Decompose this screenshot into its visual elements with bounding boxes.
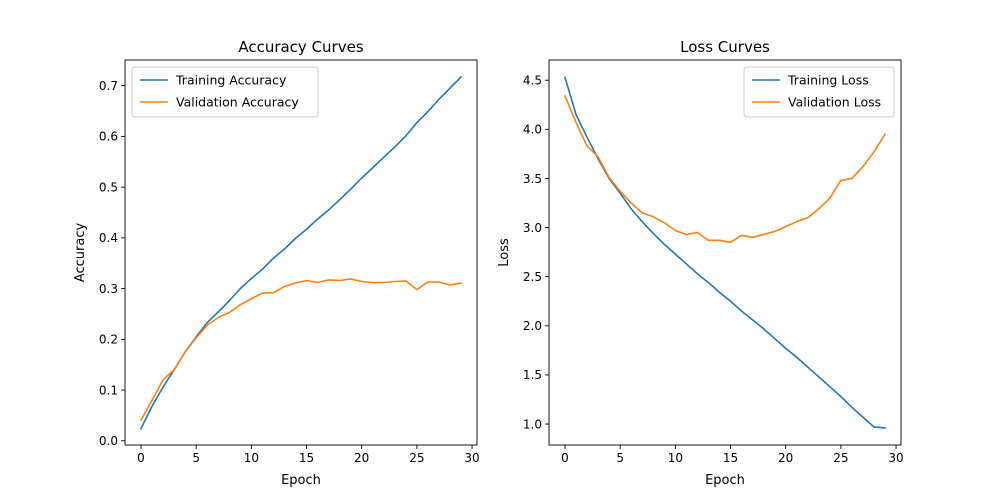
y-tick-label: 2.5: [523, 270, 542, 284]
legend-label-validation-accuracy: Validation Accuracy: [176, 95, 299, 110]
x-axis-label: Epoch: [281, 473, 321, 488]
y-tick-label: 0.0: [99, 434, 118, 448]
y-tick-label: 2.0: [523, 319, 542, 333]
y-tick-label: 0.7: [99, 79, 118, 93]
accuracy-chart: 0 5 10 15 20 25 30 0.0 0.1 0.2 0.3 0.4 0.5 0.6 0.7 Accu…: [73, 38, 480, 488]
series-line-validation-accuracy: [139, 278, 462, 422]
y-tick-label: 0.3: [99, 282, 118, 296]
series-line-training-loss: [564, 76, 886, 429]
x-tick-label: 0: [561, 451, 569, 465]
plot-frame: [124, 59, 478, 446]
y-tick-label: 0.2: [99, 333, 118, 347]
x-tick-label: 20: [354, 451, 369, 465]
x-axis-label: Epoch: [705, 473, 745, 488]
x-tick-label: 30: [464, 451, 479, 465]
x-tick-label: 15: [723, 451, 738, 465]
legend-box: [131, 66, 319, 118]
plot-frame: [548, 59, 902, 446]
x-tick-label: 25: [833, 451, 848, 465]
y-tick-label: 3.5: [523, 172, 542, 186]
loss-chart: 0 5 10 15 20 25 30 1.0 1.5 2.0 2.5 3.0 3.5 4.0 4.5 Loss…: [497, 38, 904, 488]
chart-title: Accuracy Curves: [238, 38, 364, 56]
x-tick-label: 0: [137, 451, 145, 465]
y-axis-label: Loss: [497, 238, 512, 267]
y-tick-label: 3.0: [523, 221, 542, 235]
legend-box: [743, 66, 895, 118]
x-tick-label: 25: [409, 451, 424, 465]
series-line-validation-loss: [563, 94, 887, 244]
chart-title: Loss Curves: [680, 38, 770, 56]
y-tick-label: 0.4: [99, 231, 118, 245]
x-tick-label: 30: [888, 451, 903, 465]
x-tick-label: 20: [778, 451, 793, 465]
y-tick-label: 0.6: [99, 130, 118, 144]
x-tick-label: 5: [192, 451, 200, 465]
y-tick-label: 1.0: [523, 417, 542, 431]
y-tick-label: 1.5: [523, 368, 542, 382]
legend-label-training-accuracy: Training Accuracy: [175, 73, 287, 88]
legend-label-validation-loss: Validation Loss: [788, 95, 881, 110]
x-tick-label: 10: [244, 451, 259, 465]
legend: Training Loss Validation Loss: [743, 66, 895, 118]
legend: Training Accuracy Validation Accuracy: [131, 66, 319, 118]
x-tick-label: 5: [616, 451, 624, 465]
y-tick-label: 0.1: [99, 383, 118, 397]
y-axis-label: Accuracy: [73, 223, 88, 283]
y-tick-label: 0.5: [99, 180, 118, 194]
x-tick-label: 10: [668, 451, 683, 465]
y-tick-label: 4.0: [523, 123, 542, 137]
y-tick-label: 4.5: [523, 74, 542, 88]
legend-label-training-loss: Training Loss: [787, 73, 869, 88]
x-tick-label: 15: [299, 451, 314, 465]
